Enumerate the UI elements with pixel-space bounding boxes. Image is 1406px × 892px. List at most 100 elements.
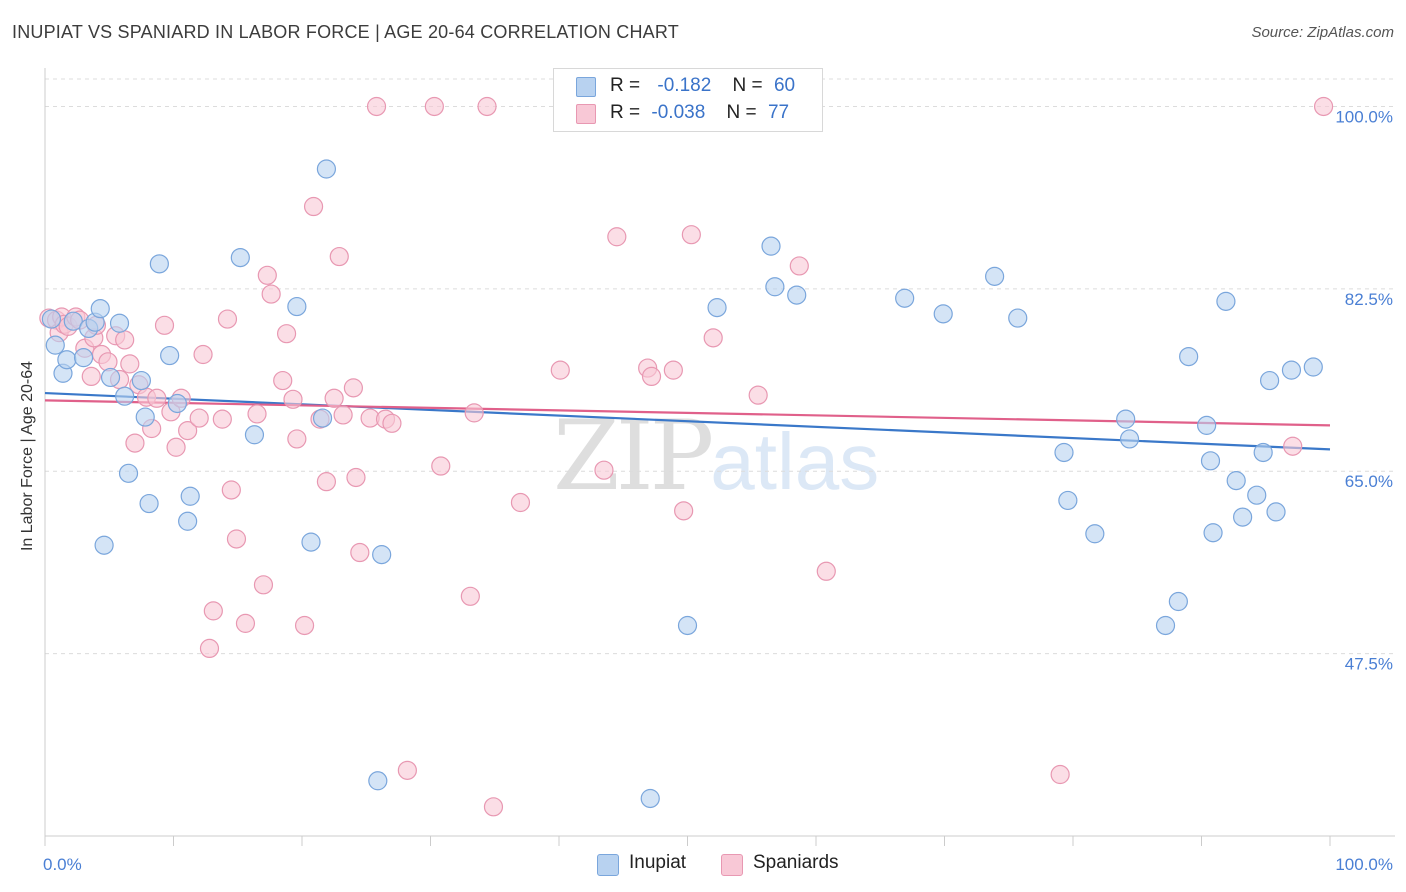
axes bbox=[44, 68, 1395, 846]
inupiat-point bbox=[640, 788, 660, 809]
spaniards-point bbox=[193, 344, 213, 365]
inupiat-n-value: 60 bbox=[773, 75, 796, 96]
watermark-atlas: atlas bbox=[710, 417, 880, 506]
inupiat-point bbox=[1303, 357, 1323, 377]
spaniards-point bbox=[98, 352, 118, 372]
spaniards-point bbox=[550, 360, 570, 380]
inupiat-point bbox=[1008, 308, 1028, 328]
inupiat-legend-label: Inupiat bbox=[629, 852, 687, 873]
spaniards-point bbox=[316, 472, 337, 492]
spaniards-point bbox=[283, 389, 303, 409]
inupiat-swatch bbox=[597, 854, 619, 876]
inupiat-point bbox=[149, 254, 169, 274]
inupiat-point bbox=[287, 296, 307, 317]
inupiat-point bbox=[312, 408, 333, 428]
inupiat-point bbox=[230, 247, 250, 268]
inupiat-point bbox=[1233, 507, 1253, 527]
legend-inupiat-text: R = -0.182 N = 60 bbox=[610, 75, 795, 97]
inupiat-point bbox=[1168, 591, 1188, 612]
inupiat-point bbox=[1085, 524, 1105, 544]
inupiat-point bbox=[1266, 502, 1286, 522]
spaniards-point bbox=[115, 330, 135, 350]
spaniards-point bbox=[247, 404, 267, 424]
spaniards-point bbox=[366, 96, 387, 117]
inupiat-point bbox=[1203, 523, 1223, 543]
spaniards-point bbox=[431, 456, 451, 476]
inupiat-point bbox=[985, 266, 1005, 286]
inupiat-point bbox=[1253, 442, 1273, 463]
inupiat-point bbox=[1197, 415, 1217, 435]
spaniards-point bbox=[681, 225, 701, 245]
inupiat-point bbox=[677, 615, 698, 636]
spaniards-point bbox=[424, 96, 444, 117]
spaniards-point bbox=[324, 388, 344, 408]
inupiat-point bbox=[94, 535, 114, 555]
spaniards-point bbox=[1283, 436, 1303, 456]
inupiat-point bbox=[139, 493, 159, 514]
spaniards-point bbox=[147, 388, 167, 408]
inupiat-point bbox=[761, 236, 781, 256]
inupiat-point bbox=[100, 367, 121, 388]
spaniards-point bbox=[81, 366, 101, 386]
spaniards-point bbox=[477, 96, 497, 117]
spaniards-point bbox=[483, 797, 504, 817]
spaniards-point bbox=[257, 265, 277, 285]
inupiat-point bbox=[1058, 490, 1078, 511]
spaniards-point bbox=[641, 366, 662, 386]
spaniards-point bbox=[199, 638, 220, 659]
trend-lines bbox=[44, 391, 1331, 451]
inupiat-point bbox=[41, 309, 62, 329]
n-label: N = bbox=[732, 75, 763, 96]
inupiat-point bbox=[1226, 471, 1246, 491]
spaniards-swatch bbox=[721, 854, 743, 876]
inupiat-point bbox=[1155, 615, 1176, 636]
spaniards-point bbox=[464, 403, 484, 423]
inupiat-point bbox=[368, 771, 388, 791]
inupiat-point bbox=[1116, 409, 1136, 429]
spaniards-point bbox=[789, 256, 809, 276]
y-tick-label: 100.0% bbox=[1335, 107, 1393, 126]
inupiat-point bbox=[1281, 360, 1302, 380]
spaniards-point bbox=[343, 378, 363, 398]
inupiat-point bbox=[1179, 346, 1199, 367]
tick-labels: 47.5% 65.0% 82.5% 100.0% 0.0% 100.0% bbox=[43, 107, 1393, 874]
y-tick-label: 65.0% bbox=[1345, 472, 1393, 491]
spaniards-trend-line bbox=[44, 399, 1331, 427]
spaniards-point bbox=[212, 409, 232, 429]
spaniards-point bbox=[203, 601, 223, 621]
r-label: R = bbox=[610, 75, 641, 96]
spaniards-point bbox=[397, 760, 417, 780]
spaniards-point bbox=[294, 615, 315, 636]
spaniards-point bbox=[273, 370, 293, 391]
spaniards-point bbox=[166, 437, 186, 457]
chart-title: INUPIAT VS SPANIARD IN LABOR FORCE | AGE… bbox=[12, 22, 679, 42]
spaniards-point bbox=[460, 586, 480, 606]
inupiat-points bbox=[41, 159, 1323, 809]
spaniards-point bbox=[226, 529, 247, 549]
spaniards-point bbox=[346, 467, 366, 488]
inupiat-point bbox=[707, 298, 727, 318]
spaniards-point bbox=[674, 501, 694, 521]
spaniards-point bbox=[154, 315, 175, 335]
inupiat-point bbox=[131, 370, 151, 391]
spaniards-point bbox=[607, 227, 627, 247]
inupiat-trend-line bbox=[44, 391, 1331, 451]
spaniards-point bbox=[178, 420, 198, 441]
inupiat-point bbox=[109, 313, 130, 333]
spaniards-point bbox=[217, 309, 238, 329]
spaniards-point bbox=[120, 354, 140, 374]
spaniards-point bbox=[382, 413, 402, 433]
r-label: R = bbox=[610, 102, 641, 123]
inupiat-point bbox=[787, 285, 807, 305]
inupiat-point bbox=[765, 277, 785, 297]
spaniards-point bbox=[1050, 764, 1070, 785]
inupiat-point bbox=[160, 345, 180, 366]
inupiat-point bbox=[45, 335, 65, 355]
spaniards-n-value: 77 bbox=[767, 102, 790, 123]
spaniards-point bbox=[125, 433, 145, 453]
spaniards-point bbox=[748, 385, 768, 405]
inupiat-point bbox=[63, 311, 83, 331]
inupiat-point bbox=[372, 545, 392, 565]
inupiat-point bbox=[73, 348, 94, 368]
